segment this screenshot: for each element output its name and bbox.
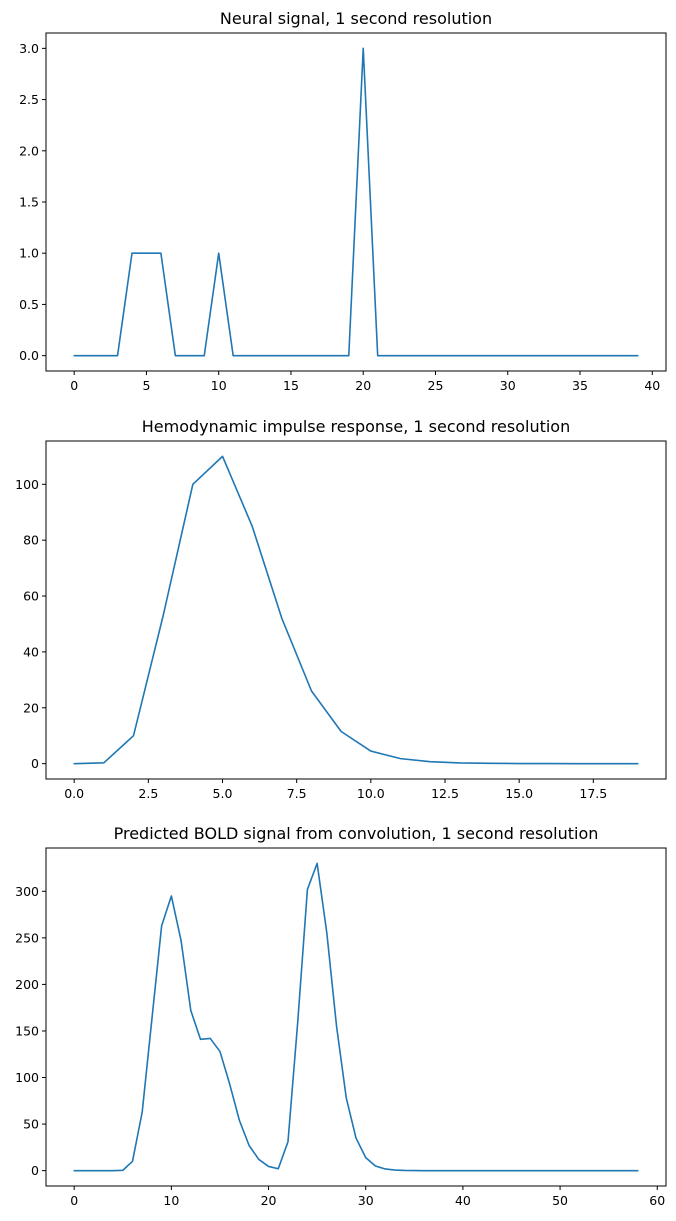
x-axis: 0.0 2.5 5.0 7.5 10.0 12.5 15.0 17.5 (64, 779, 607, 801)
x-axis: 0 10 20 30 40 50 60 (70, 1186, 665, 1208)
x-tick-label: 30 (500, 378, 516, 393)
x-tick-label: 50 (552, 1193, 568, 1208)
y-tick-label: 1.5 (19, 195, 39, 210)
y-tick-label: 50 (23, 1117, 39, 1132)
y-tick-label: 250 (15, 930, 39, 945)
y-tick-label: 0 (31, 1163, 39, 1178)
x-tick-label: 0.0 (64, 786, 84, 801)
x-tick-label: 17.5 (579, 786, 607, 801)
x-tick-label: 10 (211, 378, 227, 393)
chart-hemodynamic-response: Hemodynamic impulse response, 1 second r… (15, 417, 667, 801)
y-axis: 0.0 0.5 1.0 1.5 2.0 2.5 3.0 (19, 41, 46, 363)
chart-title: Hemodynamic impulse response, 1 second r… (142, 417, 570, 436)
y-tick-label: 0.5 (19, 297, 39, 312)
x-tick-label: 5.0 (213, 786, 233, 801)
y-axis: 0 20 40 60 80 100 (15, 477, 46, 771)
y-tick-label: 300 (15, 884, 39, 899)
x-tick-label: 10 (163, 1193, 179, 1208)
x-tick-label: 2.5 (138, 786, 158, 801)
x-axis: 0 5 10 15 20 25 30 35 40 (70, 371, 660, 393)
chart-neural-signal: Neural signal, 1 second resolution 0 5 10 1… (19, 9, 667, 393)
y-tick-label: 3.0 (19, 41, 39, 56)
x-tick-label: 30 (358, 1193, 374, 1208)
y-tick-label: 20 (23, 700, 39, 715)
x-tick-label: 60 (649, 1193, 665, 1208)
plot-area (73, 455, 639, 765)
chart-predicted-bold: Predicted BOLD signal from convolution, … (15, 824, 667, 1208)
x-tick-label: 20 (261, 1193, 277, 1208)
x-tick-label: 7.5 (287, 786, 307, 801)
y-tick-label: 2.0 (19, 143, 39, 158)
x-tick-label: 5 (142, 378, 150, 393)
x-tick-label: 15.0 (505, 786, 533, 801)
x-tick-label: 35 (572, 378, 588, 393)
x-tick-label: 40 (644, 378, 660, 393)
x-tick-label: 10.0 (357, 786, 385, 801)
x-tick-label: 20 (355, 378, 371, 393)
y-tick-label: 40 (23, 644, 39, 659)
chart-title: Predicted BOLD signal from convolution, … (114, 824, 599, 843)
y-tick-label: 200 (15, 977, 39, 992)
y-axis: 0 50 100 150 200 250 300 (15, 884, 46, 1178)
y-tick-label: 60 (23, 589, 39, 604)
y-tick-label: 150 (15, 1023, 39, 1038)
y-tick-label: 0.0 (19, 348, 39, 363)
plot-area (73, 47, 639, 357)
x-tick-label: 15 (283, 378, 299, 393)
y-tick-label: 1.0 (19, 246, 39, 261)
x-tick-label: 40 (455, 1193, 471, 1208)
chart-title: Neural signal, 1 second resolution (220, 9, 492, 28)
x-tick-label: 0 (70, 378, 78, 393)
y-tick-label: 80 (23, 533, 39, 548)
y-tick-label: 100 (15, 1070, 39, 1085)
x-tick-label: 0 (70, 1193, 78, 1208)
y-tick-label: 0 (31, 756, 39, 771)
series-line (73, 455, 639, 765)
axes-frame (45, 847, 667, 1187)
x-tick-label: 12.5 (431, 786, 459, 801)
plot-area (73, 862, 639, 1172)
series-line (73, 47, 639, 357)
axes-frame (45, 440, 667, 780)
x-tick-label: 25 (428, 378, 444, 393)
y-tick-label: 100 (15, 477, 39, 492)
series-line (73, 862, 639, 1172)
y-tick-label: 2.5 (19, 92, 39, 107)
